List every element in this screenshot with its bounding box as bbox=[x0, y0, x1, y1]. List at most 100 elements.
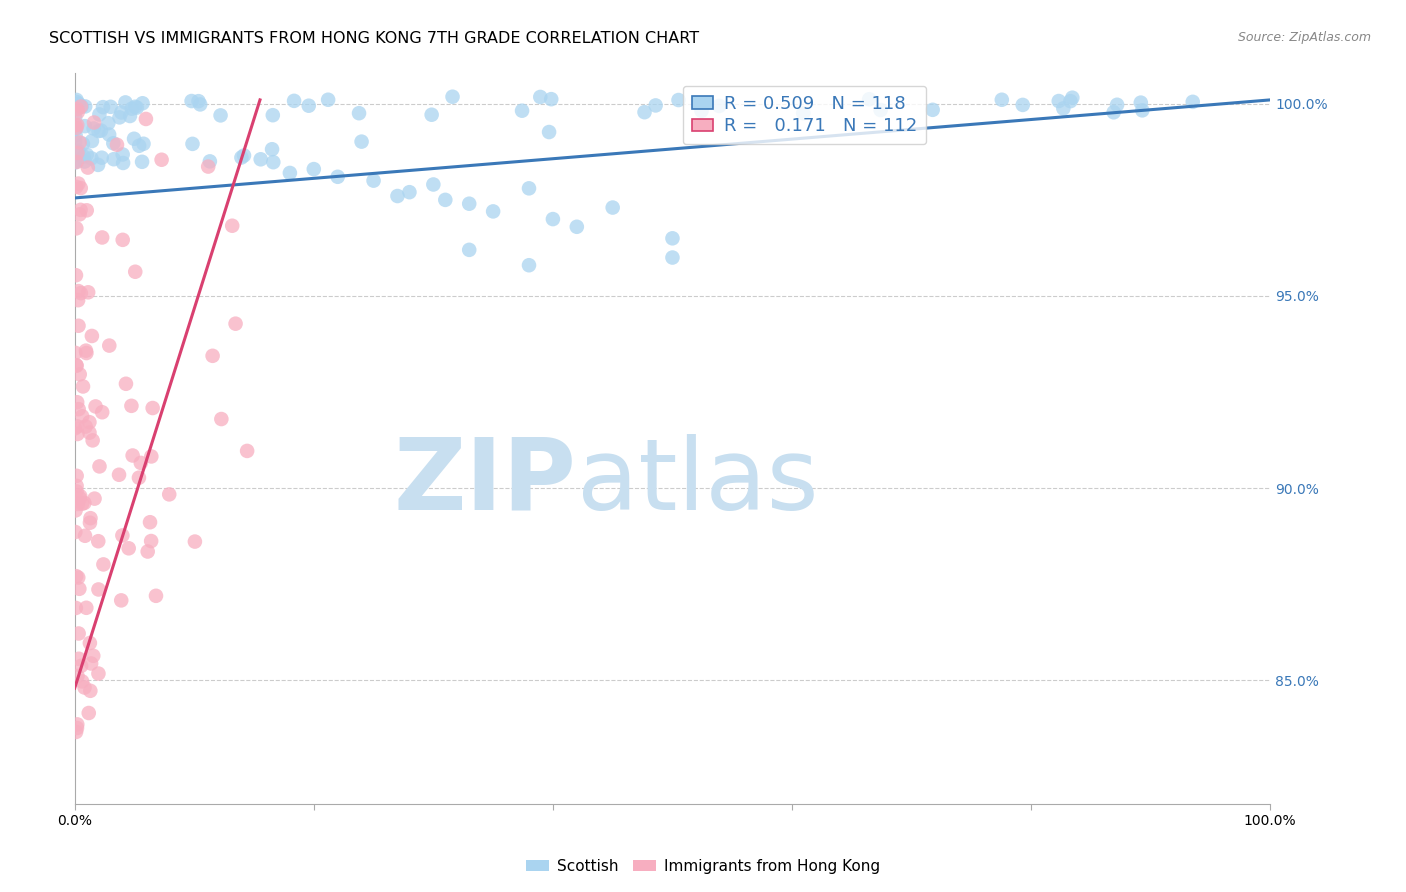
Point bbox=[82, 648, 104, 663]
Point bbox=[111, 147, 134, 161]
Point bbox=[70, 99, 93, 113]
Point bbox=[67, 402, 90, 417]
Point bbox=[72, 136, 94, 151]
Point bbox=[278, 166, 301, 180]
Point bbox=[350, 135, 373, 149]
Point bbox=[188, 97, 211, 112]
Point bbox=[67, 97, 90, 112]
Point bbox=[128, 138, 150, 153]
Legend: Scottish, Immigrants from Hong Kong: Scottish, Immigrants from Hong Kong bbox=[520, 853, 886, 880]
Point bbox=[233, 148, 256, 162]
Point bbox=[363, 174, 385, 188]
Point bbox=[198, 154, 221, 169]
Point bbox=[66, 395, 89, 409]
Point bbox=[79, 683, 101, 698]
Point bbox=[298, 99, 321, 113]
Point bbox=[150, 153, 173, 167]
Point bbox=[70, 659, 93, 673]
Point bbox=[83, 491, 105, 506]
Point bbox=[65, 479, 87, 493]
Point bbox=[422, 178, 444, 192]
Point bbox=[76, 161, 98, 175]
Point bbox=[108, 111, 131, 125]
Point bbox=[87, 534, 110, 549]
Point bbox=[921, 103, 943, 117]
Point bbox=[65, 180, 87, 194]
Point bbox=[100, 100, 122, 114]
Point bbox=[67, 145, 90, 159]
Point bbox=[538, 125, 561, 139]
Point bbox=[565, 219, 588, 234]
Point bbox=[858, 92, 880, 106]
Point bbox=[132, 136, 155, 151]
Point bbox=[1107, 97, 1129, 112]
Point bbox=[65, 120, 87, 135]
Point bbox=[72, 149, 94, 163]
Point bbox=[114, 95, 136, 110]
Point bbox=[668, 93, 690, 107]
Point bbox=[84, 400, 107, 414]
Point bbox=[87, 582, 110, 597]
Point bbox=[69, 489, 91, 503]
Text: ZIP: ZIP bbox=[394, 434, 576, 531]
Point bbox=[69, 368, 91, 382]
Point bbox=[141, 534, 163, 549]
Point bbox=[65, 95, 87, 109]
Point bbox=[180, 94, 202, 108]
Point bbox=[707, 99, 730, 113]
Point bbox=[347, 106, 370, 120]
Point bbox=[157, 487, 180, 501]
Point bbox=[633, 105, 655, 120]
Point bbox=[79, 516, 101, 530]
Point bbox=[66, 145, 89, 160]
Point bbox=[120, 399, 142, 413]
Point bbox=[141, 450, 163, 464]
Point bbox=[67, 177, 90, 191]
Point bbox=[66, 419, 89, 434]
Point bbox=[1129, 95, 1152, 110]
Point bbox=[221, 219, 243, 233]
Legend: R = 0.509   N = 118, R =   0.171   N = 112: R = 0.509 N = 118, R = 0.171 N = 112 bbox=[683, 86, 927, 145]
Point bbox=[249, 153, 271, 167]
Point bbox=[112, 156, 135, 170]
Point bbox=[67, 582, 90, 596]
Point bbox=[69, 207, 91, 221]
Point bbox=[67, 652, 90, 666]
Point bbox=[458, 243, 481, 257]
Point bbox=[316, 93, 339, 107]
Point bbox=[65, 93, 87, 107]
Point bbox=[73, 681, 96, 695]
Point bbox=[131, 154, 153, 169]
Point bbox=[72, 379, 94, 393]
Point bbox=[70, 497, 93, 511]
Point bbox=[87, 666, 110, 681]
Point bbox=[98, 338, 121, 352]
Point bbox=[70, 674, 93, 689]
Point bbox=[661, 231, 683, 245]
Point bbox=[70, 286, 93, 301]
Point bbox=[181, 136, 204, 151]
Point bbox=[65, 155, 87, 169]
Point bbox=[76, 147, 98, 161]
Point bbox=[283, 94, 305, 108]
Point bbox=[67, 570, 90, 584]
Point bbox=[69, 136, 91, 150]
Point bbox=[67, 284, 90, 298]
Point bbox=[118, 109, 141, 123]
Point bbox=[129, 456, 152, 470]
Point bbox=[1052, 102, 1074, 116]
Point bbox=[90, 151, 112, 165]
Point bbox=[260, 142, 283, 156]
Point bbox=[482, 204, 505, 219]
Point bbox=[65, 725, 87, 739]
Point bbox=[83, 121, 105, 136]
Point bbox=[65, 601, 87, 615]
Point bbox=[125, 101, 148, 115]
Point bbox=[73, 496, 96, 510]
Point bbox=[124, 265, 146, 279]
Text: atlas: atlas bbox=[576, 434, 818, 531]
Point bbox=[111, 233, 134, 247]
Point bbox=[145, 589, 167, 603]
Point bbox=[65, 268, 87, 283]
Point bbox=[1062, 91, 1084, 105]
